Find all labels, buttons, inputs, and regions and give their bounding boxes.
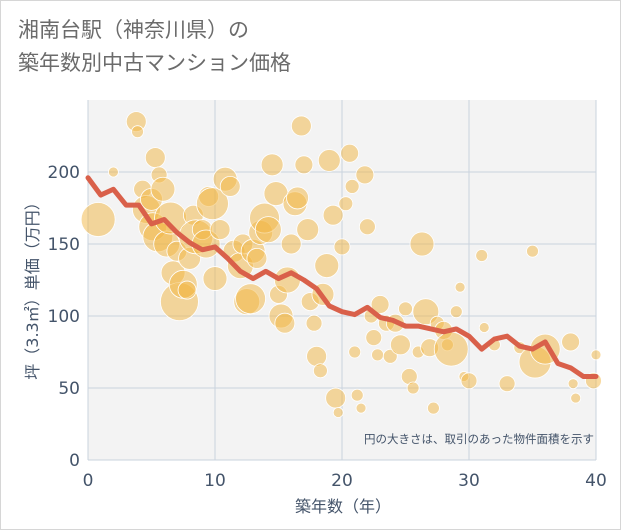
- y-tick-labels: 0 50 100 150 200: [48, 163, 80, 471]
- y-tick-label: 0: [69, 451, 80, 471]
- bubble-point: [348, 345, 362, 359]
- bubble-point: [390, 334, 411, 356]
- bubble-point: [526, 244, 539, 258]
- x-tick-label: 0: [83, 471, 94, 491]
- bubble-point: [340, 143, 360, 163]
- x-tick-label: 40: [585, 471, 607, 491]
- y-tick-label: 150: [48, 235, 80, 255]
- bubble-point: [177, 280, 197, 300]
- bubble-point: [590, 349, 602, 361]
- bubble-point: [427, 401, 440, 415]
- bubble-point: [314, 253, 340, 279]
- bubble-point: [371, 348, 384, 362]
- bubble-point: [254, 216, 282, 244]
- chart-title: 湘南台駅（神奈川県）の 築年数別中古マンション価格: [18, 14, 291, 80]
- bubble-point: [322, 204, 344, 226]
- bubble-point: [475, 249, 489, 262]
- x-axis-label: 築年数（年）: [295, 497, 391, 516]
- bubble-point: [286, 186, 309, 210]
- bubble-point: [370, 295, 390, 314]
- bubble-point: [338, 196, 354, 212]
- bubble-point: [202, 266, 228, 291]
- bubble-point: [80, 202, 116, 237]
- bubble-point: [290, 115, 312, 137]
- bubble-point: [313, 363, 328, 379]
- bubble-point: [196, 187, 229, 221]
- x-tick-label: 10: [204, 471, 226, 491]
- bubble-point: [131, 125, 144, 139]
- x-tick-label: 20: [331, 471, 353, 491]
- bubble-point: [280, 233, 302, 255]
- bubble-point: [498, 375, 516, 393]
- bubble-point: [454, 281, 466, 293]
- bubble-point: [332, 407, 344, 418]
- chart-title-line2: 築年数別中古マンション価格: [18, 51, 291, 75]
- bubble-point: [561, 332, 580, 352]
- trend-layer: [85, 175, 599, 379]
- bubble-point: [150, 176, 176, 202]
- chart-title-line1: 湘南台駅（神奈川県）の: [18, 18, 249, 42]
- bubble-point: [567, 378, 579, 390]
- y-tick-label: 100: [48, 307, 80, 327]
- bubble-point: [294, 155, 314, 175]
- bubble-point: [296, 218, 320, 242]
- y-axis-label: 坪（3.3㎡）単価（万円）: [23, 194, 42, 379]
- bubble-point: [274, 312, 296, 334]
- x-tick-labels: 0 10 20 30 40: [83, 471, 607, 491]
- bubble-point: [209, 219, 231, 241]
- x-tick-label: 30: [458, 471, 480, 491]
- bubble-point: [365, 329, 383, 347]
- bubble-point: [219, 175, 241, 197]
- y-tick-label: 50: [58, 379, 80, 399]
- bubble-point: [260, 153, 284, 177]
- bubble-point: [406, 381, 420, 395]
- bubble-point: [333, 238, 351, 256]
- bubble-point: [144, 147, 166, 169]
- bubble-point: [317, 149, 341, 172]
- bubble-point: [449, 305, 463, 319]
- bubble-point: [350, 388, 364, 402]
- bubble-point: [358, 218, 376, 236]
- bubble-point: [570, 392, 582, 404]
- bubble-point: [246, 247, 268, 269]
- bubble-layer: [80, 111, 602, 418]
- bubble-point: [235, 283, 266, 315]
- bubble-point: [325, 387, 347, 409]
- bubble-point: [382, 348, 398, 364]
- bubble-point: [460, 372, 478, 390]
- bubble-point: [306, 345, 328, 367]
- bubble-point: [355, 165, 375, 185]
- bubble-point: [478, 322, 490, 333]
- bubble-point: [108, 166, 119, 178]
- average-price-line: [85, 175, 599, 379]
- bubble-point: [305, 314, 323, 332]
- bubble-point: [409, 231, 435, 257]
- bubble-point: [398, 301, 413, 317]
- bubble-point: [344, 178, 360, 194]
- bubble-point: [433, 331, 469, 367]
- bubble-point: [355, 402, 367, 414]
- y-tick-label: 200: [48, 163, 80, 183]
- bubble-size-note: 円の大きさは、取引のあった物件面積を示す: [364, 432, 594, 446]
